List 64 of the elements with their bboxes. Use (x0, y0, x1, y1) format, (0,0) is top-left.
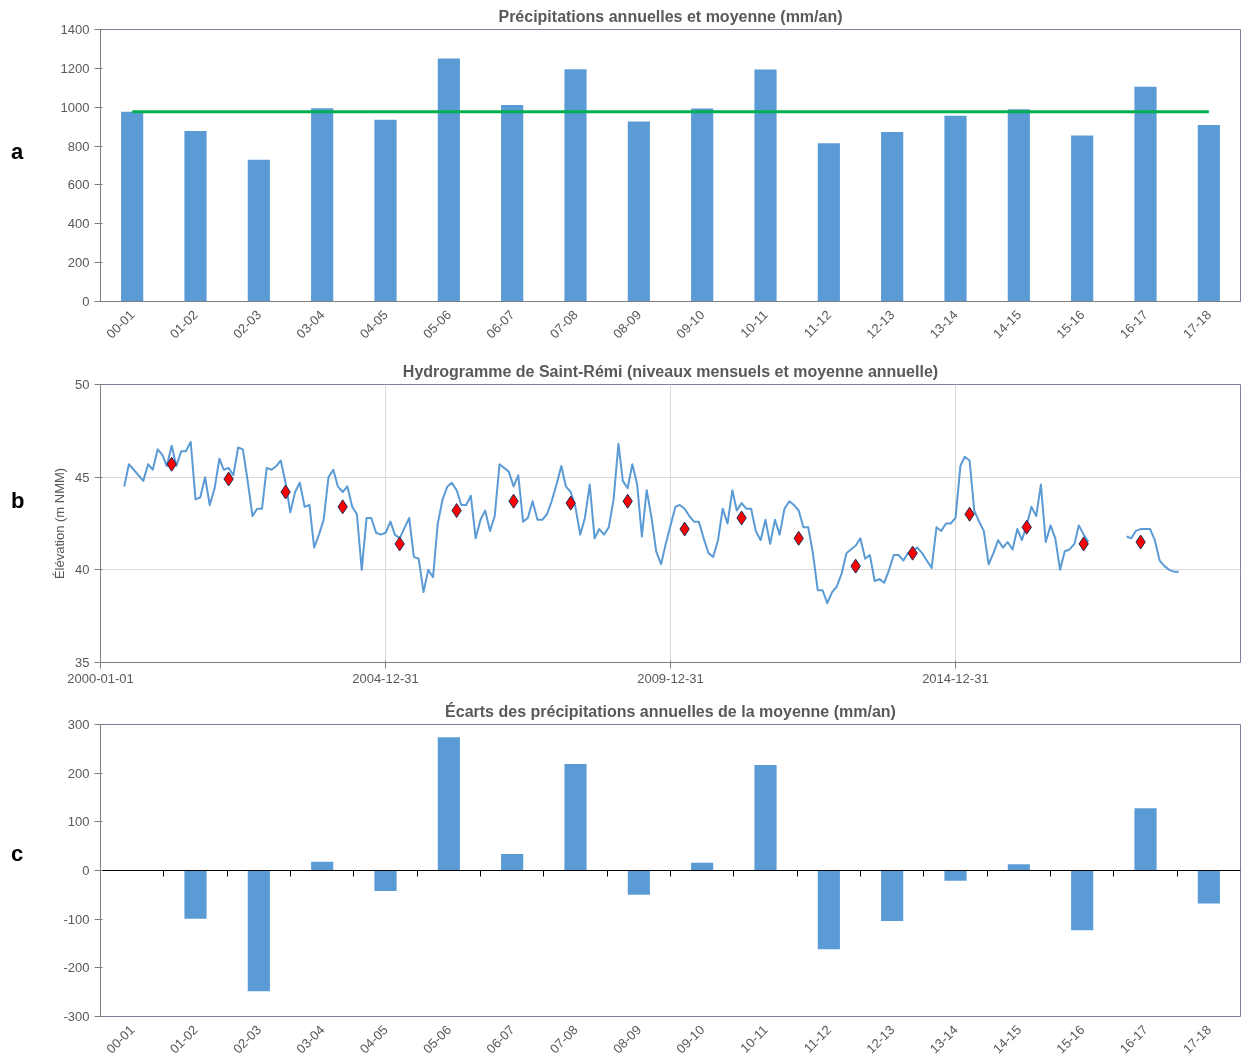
bar (691, 108, 714, 302)
bar (1197, 870, 1220, 904)
bar (437, 737, 460, 871)
chart-title: Précipitations annuelles et moyenne (mm/an) (498, 7, 843, 25)
y-tick-label: 35 (75, 655, 90, 670)
chart-title: Écarts des précipitations annuelles de la moyenne (mm/an) (445, 701, 896, 720)
bar (311, 861, 334, 871)
bar (1071, 135, 1094, 302)
y-tick-label: 1400 (60, 22, 90, 37)
y-tick-label: 50 (75, 377, 90, 392)
bar (311, 108, 334, 302)
y-tick-label: -100 (63, 911, 90, 927)
y-tick-label: 0 (82, 863, 90, 878)
bar (1134, 808, 1157, 871)
y-tick-label: 1000 (60, 99, 90, 115)
bar (247, 159, 270, 302)
bar (564, 69, 587, 302)
bar (881, 870, 904, 922)
bar (437, 58, 460, 302)
bar (247, 870, 270, 992)
bar (121, 111, 144, 302)
bar (881, 131, 904, 302)
bar (1134, 86, 1157, 302)
bar (184, 870, 207, 919)
bar (1007, 864, 1030, 871)
bar (944, 870, 967, 881)
y-tick-label: -200 (63, 960, 90, 976)
bar (564, 763, 587, 871)
y-tick-label: 400 (67, 216, 90, 232)
y-tick-label: 800 (67, 138, 90, 154)
bar (817, 870, 840, 950)
x-tick-label: 2004-12-31 (352, 670, 419, 686)
bar (944, 115, 967, 302)
y-tick-label: 200 (67, 765, 90, 781)
bar (817, 143, 840, 302)
x-tick-label: 2014-12-31 (922, 670, 989, 686)
text: a (11, 138, 24, 166)
bar (501, 105, 524, 302)
bar (754, 764, 777, 871)
y-tick-label: 200 (67, 255, 90, 271)
bar (374, 119, 397, 302)
x-tick-label: 2009-12-31 (637, 670, 704, 686)
bar (1007, 109, 1030, 302)
y-tick-label: -300 (63, 1009, 90, 1024)
y-axis-title: Élévation (m NMM) (52, 467, 68, 580)
y-tick-label: 1200 (60, 60, 90, 76)
bar (1197, 124, 1220, 302)
bar (501, 853, 524, 871)
text: c (11, 840, 24, 868)
y-tick-label: 300 (67, 717, 90, 732)
y-tick-label: 45 (75, 469, 90, 485)
x-tick-label: 2000-01-01 (67, 670, 134, 686)
y-tick-label: 100 (67, 814, 90, 830)
bar (1071, 870, 1094, 931)
chart-title: Hydrogramme de Saint-Rémi (niveaux mensuels et moyenne annuelle) (402, 362, 939, 380)
bar (754, 69, 777, 302)
y-tick-label: 40 (75, 562, 90, 578)
bar (184, 130, 207, 302)
y-tick-label: 0 (82, 294, 90, 309)
bar (627, 121, 650, 302)
bar (627, 870, 650, 895)
y-tick-label: 600 (67, 177, 90, 193)
bar (374, 870, 397, 891)
text: b (11, 487, 25, 515)
